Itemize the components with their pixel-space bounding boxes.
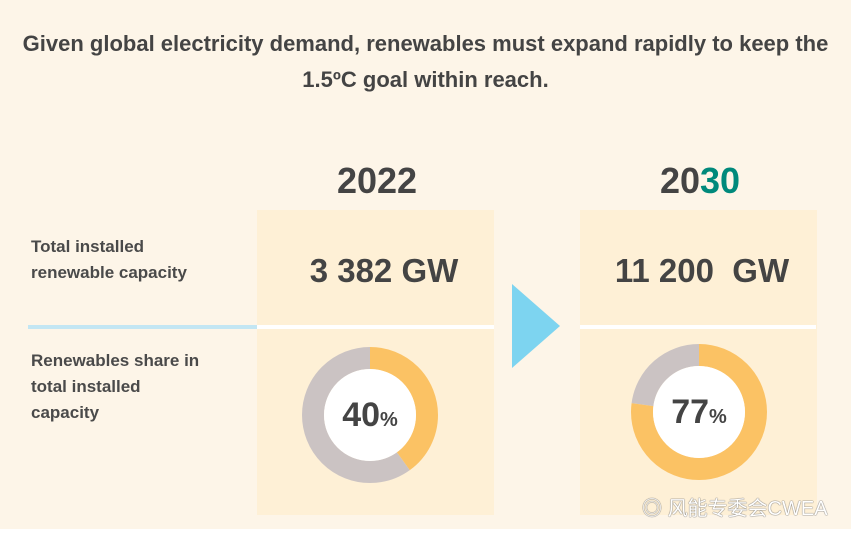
wechat-icon: ◎: [642, 498, 668, 520]
share-2022-label: 40%: [342, 396, 398, 434]
year-2022: 2022: [336, 160, 418, 201]
share-row-label: Renewables share in total installed capa…: [31, 351, 200, 422]
row-divider-2030: [580, 325, 816, 329]
watermark: ◎ 风能专委会CWEA: [642, 498, 828, 520]
year-2030: 2030: [659, 160, 741, 201]
row-divider-blue: [28, 325, 257, 329]
donut-2030: [631, 344, 767, 480]
share-2030-label: 77%: [671, 393, 727, 431]
donut-renewable-segment: [302, 347, 438, 483]
arrow-icon: [512, 284, 560, 368]
headline: Given global electricity demand, renewab…: [22, 31, 829, 92]
capacity-2030: 11 200 GW: [614, 252, 790, 289]
capacity-2022: 3 382 GW: [309, 252, 459, 289]
donut-hole: [324, 369, 416, 461]
row-divider-2022: [257, 325, 494, 329]
donut-hole: [653, 366, 745, 458]
capacity-row-label: Total installed renewable capacity: [31, 237, 187, 282]
donut-renewable-segment: [631, 344, 767, 480]
donut-2022: [302, 347, 438, 483]
